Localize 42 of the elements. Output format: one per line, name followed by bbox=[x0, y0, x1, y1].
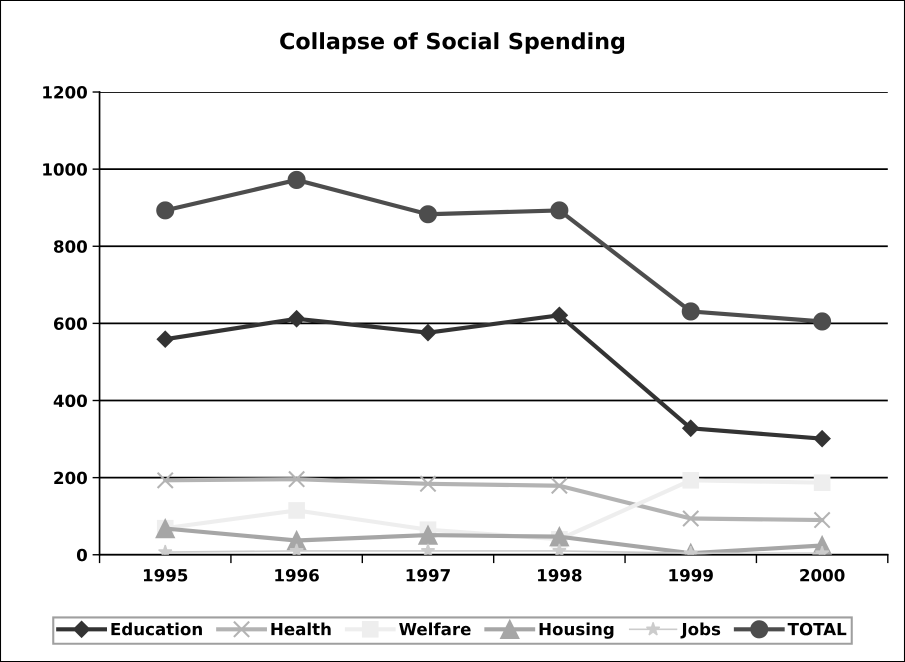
point bbox=[550, 477, 568, 494]
point bbox=[288, 170, 306, 189]
x-tick-label: 2000 bbox=[800, 568, 845, 582]
legend-label: Jobs bbox=[680, 622, 720, 638]
x-tick-label: 1999 bbox=[669, 568, 713, 582]
x-tick-label: 1997 bbox=[406, 568, 450, 582]
y-tick-label: 800 bbox=[54, 240, 87, 253]
point bbox=[156, 201, 174, 220]
x-tick-label: 1996 bbox=[275, 568, 319, 582]
point bbox=[418, 525, 438, 545]
point bbox=[550, 201, 568, 220]
point bbox=[814, 474, 830, 491]
legend-label: TOTAL bbox=[788, 622, 846, 636]
y-tick-label: 0 bbox=[76, 548, 87, 562]
y-tick-label: 1200 bbox=[43, 86, 87, 99]
legend-label: Health bbox=[271, 622, 331, 636]
y-tick-label: 400 bbox=[54, 394, 87, 408]
y-tick-label: 1000 bbox=[43, 163, 87, 176]
legend-label: Welfare bbox=[399, 622, 471, 636]
point bbox=[813, 312, 832, 330]
point bbox=[288, 310, 306, 328]
legend-label: Housing bbox=[540, 622, 614, 639]
point bbox=[682, 302, 700, 320]
x-tick-label: 1998 bbox=[538, 568, 582, 582]
point bbox=[156, 330, 174, 348]
point bbox=[419, 475, 437, 492]
point bbox=[288, 470, 306, 488]
point bbox=[682, 472, 700, 489]
point bbox=[682, 510, 700, 528]
y-tick-label: 200 bbox=[54, 472, 87, 484]
point bbox=[550, 306, 568, 324]
point bbox=[418, 205, 438, 224]
x-tick-label: 1995 bbox=[144, 568, 188, 582]
point bbox=[156, 472, 174, 490]
chart-title: Collapse of Social Spending bbox=[280, 32, 624, 54]
point bbox=[550, 526, 570, 546]
legend-label: Education bbox=[111, 622, 202, 636]
point bbox=[682, 420, 700, 437]
point bbox=[814, 430, 831, 448]
y-tick-label: 600 bbox=[54, 317, 87, 330]
point bbox=[419, 324, 437, 342]
point bbox=[813, 511, 831, 529]
